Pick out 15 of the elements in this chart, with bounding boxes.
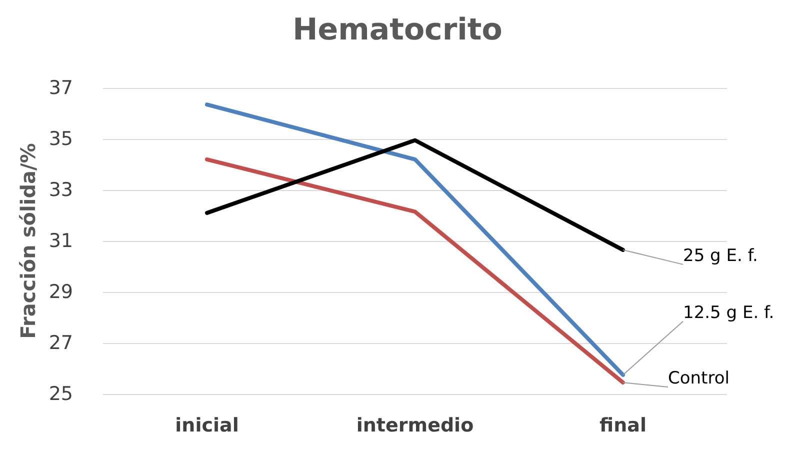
y-tick-label: 37 [48, 77, 73, 99]
text: Control [668, 368, 730, 389]
chart-title: Hematocrito [292, 12, 502, 48]
text: 12.5 g E. f. [683, 302, 774, 323]
y-tick-label: 35 [48, 128, 73, 150]
y-tick-label: 31 [48, 230, 73, 252]
text: 25 g E. f. [683, 246, 758, 266]
y-tick-label: 29 [48, 281, 73, 303]
y-tick-label: 25 [48, 383, 73, 405]
y-tick-label: 27 [48, 332, 73, 354]
x-tick-label: final [600, 414, 646, 436]
y-tick-label: 33 [48, 179, 73, 201]
x-tick-label: intermedio [356, 414, 474, 436]
x-tick-label: inicial [175, 414, 239, 436]
y-axis-title: Fracción sólida/% [16, 143, 40, 339]
